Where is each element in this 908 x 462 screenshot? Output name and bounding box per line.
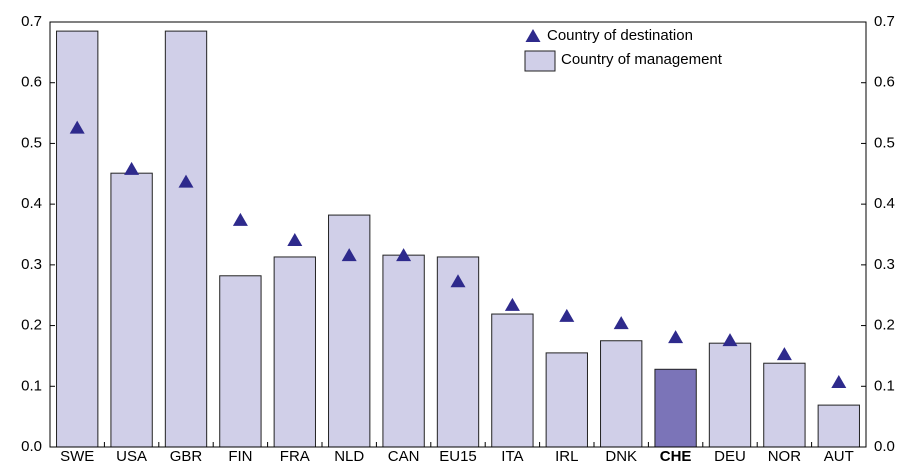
x-tick-label: USA: [116, 448, 147, 462]
bar: [382, 254, 425, 448]
bar: [219, 275, 262, 448]
bar: [164, 30, 208, 448]
y2-tick-label: 0.3: [874, 256, 895, 273]
marker: [559, 308, 575, 322]
x-tick-label: DEU: [714, 448, 746, 462]
marker: [831, 375, 847, 389]
x-tick-label: DNK: [605, 448, 637, 462]
legend-label: Country of destination: [547, 27, 693, 44]
y-tick-label: 0.7: [21, 13, 42, 30]
y-tick-label: 0.5: [21, 134, 42, 151]
marker: [450, 274, 466, 288]
marker: [722, 333, 738, 347]
x-tick-label: FIN: [228, 448, 252, 462]
bar: [545, 352, 588, 448]
y-tick-label: 0.4: [21, 195, 42, 212]
x-tick-label: CAN: [388, 448, 420, 462]
marker: [178, 174, 194, 188]
bar: [600, 340, 643, 448]
x-tick-label: ITA: [501, 448, 523, 462]
x-tick-label: EU15: [439, 448, 477, 462]
x-tick-label: AUT: [824, 448, 854, 462]
x-tick-label: IRL: [555, 448, 578, 462]
y2-tick-label: 0.6: [874, 74, 895, 91]
marker: [69, 120, 85, 134]
x-tick-label: NOR: [768, 448, 802, 462]
bar: [273, 256, 316, 448]
marker: [668, 330, 684, 344]
marker: [232, 212, 248, 226]
bar: [110, 172, 153, 448]
marker: [124, 161, 140, 175]
bar: [817, 404, 860, 448]
bar: [56, 30, 99, 448]
marker: [613, 316, 629, 330]
x-tick-label: SWE: [60, 448, 94, 462]
y-tick-label: 0.1: [21, 377, 42, 394]
y2-tick-label: 0.7: [874, 13, 895, 30]
bar: [763, 362, 806, 448]
legend-swatch: [524, 50, 556, 72]
y-tick-label: 0.3: [21, 256, 42, 273]
y-tick-label: 0.2: [21, 317, 42, 334]
marker: [287, 232, 303, 246]
legend-marker: [525, 29, 541, 42]
x-tick-label: FRA: [280, 448, 310, 462]
x-tick-label: CHE: [660, 448, 692, 462]
marker: [396, 248, 412, 262]
bar: [436, 256, 480, 448]
bar: [491, 313, 534, 448]
x-tick-label: GBR: [170, 448, 203, 462]
y2-tick-label: 0.5: [874, 134, 895, 151]
y-tick-label: 0.6: [21, 74, 42, 91]
bar: [654, 368, 697, 448]
bar: [708, 342, 752, 448]
y2-tick-label: 0.2: [874, 317, 895, 334]
marker: [341, 248, 357, 262]
plot-frame: [49, 21, 867, 448]
marker: [504, 297, 520, 311]
marker: [776, 347, 792, 361]
x-tick-label: NLD: [334, 448, 364, 462]
legend-label: Country of management: [561, 51, 723, 68]
y2-tick-label: 0.4: [874, 195, 895, 212]
y2-tick-label: 0.1: [874, 377, 895, 394]
y2-tick-label: 0.0: [874, 438, 895, 455]
y-tick-label: 0.0: [21, 438, 42, 455]
